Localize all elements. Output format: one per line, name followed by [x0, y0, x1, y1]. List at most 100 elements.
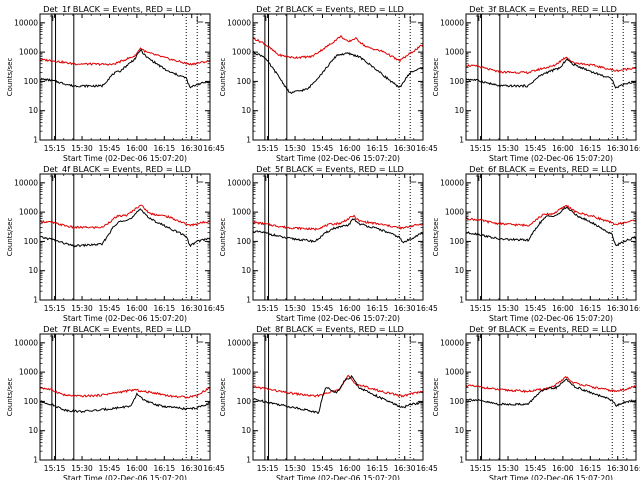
y-tick-label: 100: [450, 397, 465, 406]
x-tick-label: 15:15: [470, 144, 492, 153]
x-tick-label: 15:15: [44, 304, 66, 313]
x-tick-label: 16:45: [629, 304, 640, 313]
plot-frame: [465, 333, 637, 461]
y-tick-label: 1: [33, 456, 38, 465]
x-tick-label: 16:00: [126, 304, 148, 313]
interval-bracket: [49, 15, 54, 21]
events-series-line: [466, 378, 636, 408]
y-tick-label: 10000: [440, 338, 464, 347]
events-series-line: [253, 218, 423, 244]
x-tick-label: 15:15: [470, 464, 492, 473]
panel-title: Det_4f BLACK = Events, RED = LLD: [43, 164, 191, 174]
y-tick-label: 1: [246, 456, 251, 465]
y-tick-label: 1000: [19, 48, 38, 57]
lld-series-line: [40, 386, 210, 399]
x-tick-label: 16:30: [394, 144, 416, 153]
y-tick-label: 10: [454, 266, 464, 275]
x-tick-label: 16:30: [394, 464, 416, 473]
x-tick-label: 16:15: [579, 464, 601, 473]
interval-bracket: [49, 175, 54, 181]
x-tick-label: 16:15: [366, 304, 388, 313]
y-tick-label: 1000: [232, 48, 251, 57]
plot-frame: [252, 13, 424, 141]
y-tick-label: 1: [33, 296, 38, 305]
y-tick-label: 1000: [445, 48, 464, 57]
panel-8: Det_8f BLACK = Events, RED = LLD 1 10 100 10…: [219, 324, 438, 480]
x-tick-label: 16:45: [629, 464, 640, 473]
interval-bracket: [622, 16, 630, 23]
x-tick-label: 15:45: [525, 304, 547, 313]
interval-bracket: [622, 176, 630, 183]
y-tick-label: 10: [28, 106, 38, 115]
panel-6: Det_6f BLACK = Events, RED = LLD 1 10 100 10…: [432, 164, 640, 323]
interval-bracket: [475, 175, 480, 181]
y-tick-label: 1: [33, 136, 38, 145]
events-series-line: [466, 57, 636, 89]
x-tick-label: 16:45: [416, 144, 438, 153]
x-tick-label: 15:30: [71, 304, 93, 313]
plot-frame: [252, 173, 424, 301]
interval-bracket: [49, 335, 54, 341]
y-tick-label: 1000: [232, 368, 251, 377]
y-axis-label: Counts/sec: [432, 378, 440, 417]
x-tick-label: 16:15: [153, 304, 175, 313]
y-tick-label: 1: [459, 456, 464, 465]
interval-bracket: [409, 336, 417, 343]
x-tick-label: 16:15: [153, 144, 175, 153]
y-tick-label: 100: [24, 397, 39, 406]
x-tick-label: 16:45: [416, 304, 438, 313]
x-tick-label: 16:30: [394, 304, 416, 313]
y-tick-label: 1000: [445, 208, 464, 217]
events-series-line: [40, 48, 210, 89]
x-tick-label: 16:00: [552, 304, 574, 313]
x-tick-label: 16:15: [579, 304, 601, 313]
interval-bracket: [196, 336, 204, 343]
events-series-line: [253, 374, 423, 414]
x-tick-label: 15:45: [312, 304, 334, 313]
x-tick-label: 15:45: [99, 144, 121, 153]
x-tick-label: 15:30: [284, 464, 306, 473]
x-tick-label: 15:15: [44, 464, 66, 473]
panel-title: Det_9f BLACK = Events, RED = LLD: [469, 324, 617, 334]
panel-3: Det_3f BLACK = Events, RED = LLD 1 10 100 10…: [432, 4, 640, 163]
y-tick-label: 1000: [232, 208, 251, 217]
x-tick-label: 15:15: [470, 304, 492, 313]
x-tick-label: 15:45: [99, 304, 121, 313]
y-axis-label: Counts/sec: [6, 58, 14, 97]
lld-series-line: [466, 375, 636, 394]
x-tick-label: 16:00: [552, 144, 574, 153]
y-tick-label: 1: [459, 296, 464, 305]
y-axis-label: Counts/sec: [6, 218, 14, 257]
lld-series-line: [40, 47, 210, 67]
x-axis-label: Start Time (02-Dec-06 15:07:20): [63, 154, 187, 163]
y-tick-label: 10: [241, 426, 251, 435]
panel-2: Det_2f BLACK = Events, RED = LLD 1 10 100 10…: [219, 4, 438, 163]
panel-title: Det_3f BLACK = Events, RED = LLD: [469, 4, 617, 14]
y-axis-label: Counts/sec: [219, 378, 227, 417]
x-tick-label: 16:30: [181, 464, 203, 473]
x-tick-label: 15:15: [257, 144, 279, 153]
y-tick-label: 100: [237, 397, 252, 406]
x-tick-label: 16:15: [153, 464, 175, 473]
y-tick-label: 100: [24, 237, 39, 246]
y-tick-label: 10000: [227, 18, 251, 27]
y-axis-label: Counts/sec: [219, 218, 227, 257]
x-axis-label: Start Time (02-Dec-06 15:07:20): [276, 154, 400, 163]
x-tick-label: 15:30: [497, 304, 519, 313]
y-tick-label: 1000: [19, 208, 38, 217]
x-tick-label: 15:15: [257, 304, 279, 313]
interval-bracket: [475, 15, 480, 21]
y-tick-label: 1000: [445, 368, 464, 377]
x-tick-label: 16:00: [339, 304, 361, 313]
panel-1: Det_1f BLACK = Events, RED = LLD 1 10 100 10…: [6, 4, 225, 163]
x-tick-label: 16:00: [339, 144, 361, 153]
plot-frame: [465, 173, 637, 301]
interval-bracket: [262, 175, 267, 181]
lld-series-line: [253, 35, 423, 63]
x-tick-label: 15:30: [71, 144, 93, 153]
panel-7: Det_7f BLACK = Events, RED = LLD 1 10 100 10…: [6, 324, 225, 480]
y-tick-label: 10: [241, 266, 251, 275]
x-tick-label: 15:30: [497, 144, 519, 153]
lld-series-line: [466, 204, 636, 228]
